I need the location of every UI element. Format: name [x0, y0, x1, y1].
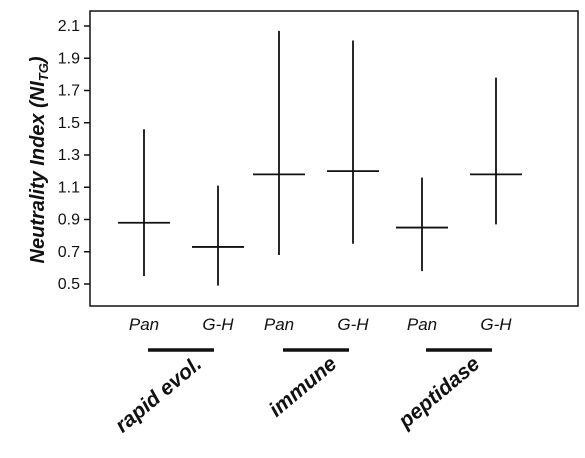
y-tick-label: 0.7 [58, 244, 80, 261]
y-axis-title-subscript: TG [36, 63, 51, 81]
y-tick-label: 0.5 [58, 276, 80, 293]
y-tick-label: 1.1 [58, 179, 80, 196]
y-tick-label: 1.9 [58, 50, 80, 67]
x-axis: Pan G-H rapid evol. Pan G-H immune Pan G-H pepti… [111, 315, 512, 437]
x-subcategory-label: Pan [264, 315, 294, 334]
y-tick-label: 1.5 [58, 115, 80, 132]
x-subcategory-label: Pan [407, 315, 437, 334]
x-subcategory-label: Pan [129, 315, 159, 334]
group-label: immune [265, 352, 342, 422]
y-axis: 0.5 0.7 0.9 1.1 1.3 1.5 1.7 1.9 2.1 [58, 18, 90, 293]
error-bars [118, 30, 522, 286]
y-axis-title-main: Neutrality Index (NI [27, 81, 49, 264]
y-tick-label: 2.1 [58, 18, 80, 35]
y-tick-label: 0.9 [58, 212, 80, 229]
x-subcategory-label: G-H [480, 315, 512, 334]
group-label: rapid evol. [111, 352, 206, 437]
y-axis-title: Neutrality Index (NITG) [27, 56, 51, 263]
group-label: peptidase [394, 352, 485, 433]
y-tick-label: 1.3 [58, 147, 80, 164]
x-subcategory-label: G-H [202, 315, 234, 334]
plot-frame [89, 10, 579, 307]
x-subcategory-label: G-H [337, 315, 369, 334]
y-axis-title-close: ) [27, 56, 49, 65]
y-tick-label: 1.7 [58, 83, 80, 100]
